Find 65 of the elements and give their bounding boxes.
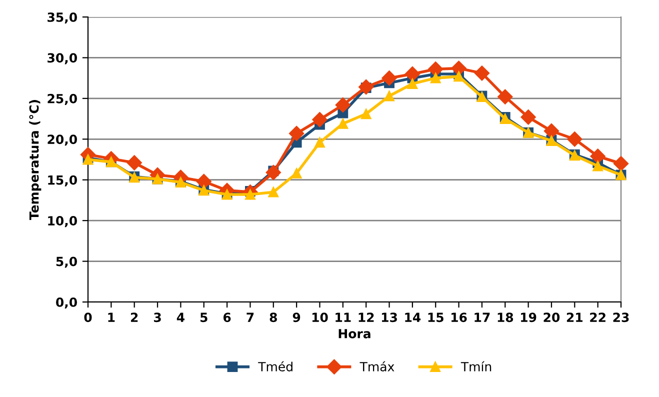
- point: [430, 72, 441, 84]
- point: [312, 112, 328, 128]
- x-tick-label: 11: [336, 312, 351, 322]
- x-tick-label: 21: [566, 312, 582, 322]
- point: [288, 126, 304, 142]
- legend-label: Tméd: [258, 361, 292, 372]
- point: [382, 70, 397, 86]
- point: [454, 71, 464, 82]
- x-tick-label: 22: [590, 312, 606, 322]
- y-tick-label: 15,0: [48, 175, 77, 186]
- x-tick-label: 13: [382, 312, 397, 322]
- point: [428, 62, 444, 77]
- x-tick-label: 4: [176, 312, 184, 322]
- point: [451, 60, 466, 76]
- legend-label: Tmáx: [360, 361, 394, 372]
- point: [590, 148, 606, 164]
- point: [404, 66, 420, 82]
- x-tick-label: 1: [108, 312, 115, 322]
- point: [358, 79, 374, 95]
- x-tick-label: 23: [613, 312, 629, 322]
- point: [266, 164, 281, 180]
- y-tick-label: 35,0: [48, 12, 77, 24]
- x-tick-label: 0: [84, 312, 92, 322]
- point: [474, 66, 490, 81]
- x-tick-label: 18: [498, 312, 514, 322]
- x-tick-label: 2: [130, 312, 138, 322]
- point: [498, 89, 513, 104]
- y-tick-label: 5,0: [56, 256, 77, 268]
- x-tick-label: 5: [200, 312, 208, 322]
- point: [407, 78, 418, 89]
- x-tick-label: 8: [270, 312, 277, 322]
- legend-label: Tmín: [460, 361, 492, 372]
- x-tick-label: 20: [544, 312, 560, 322]
- x-tick-label: 9: [292, 312, 300, 322]
- x-tick-label: 19: [521, 312, 536, 322]
- point: [338, 118, 348, 129]
- point: [567, 132, 582, 147]
- point: [544, 123, 560, 139]
- y-tick-label: 20,0: [48, 134, 77, 146]
- point: [196, 174, 212, 190]
- y-tick-label: 25,0: [48, 94, 77, 105]
- point: [360, 108, 372, 120]
- x-tick-label: 15: [428, 312, 444, 322]
- x-tick-label: 17: [474, 312, 490, 322]
- point: [335, 97, 350, 113]
- x-tick-label: 7: [246, 312, 254, 322]
- y-tick-label: 0,0: [56, 297, 77, 309]
- point: [268, 186, 279, 198]
- point: [592, 160, 604, 172]
- y-tick-label: 10,0: [48, 216, 77, 228]
- point: [384, 90, 394, 102]
- y-tick-label: 30,0: [48, 53, 77, 64]
- point: [126, 155, 142, 170]
- point: [291, 168, 302, 179]
- point: [314, 137, 325, 148]
- x-tick-label: 3: [154, 312, 161, 322]
- x-tick-label: 10: [312, 312, 328, 322]
- x-tick-label: 14: [405, 312, 421, 322]
- x-tick-label: 16: [451, 312, 467, 322]
- y-axis-title: Temperatura (°C): [29, 100, 42, 220]
- point: [520, 110, 536, 125]
- x-tick-label: 6: [223, 312, 231, 322]
- point: [613, 156, 629, 172]
- x-tick-label: 12: [358, 312, 374, 322]
- x-axis-title: Hora: [338, 329, 370, 338]
